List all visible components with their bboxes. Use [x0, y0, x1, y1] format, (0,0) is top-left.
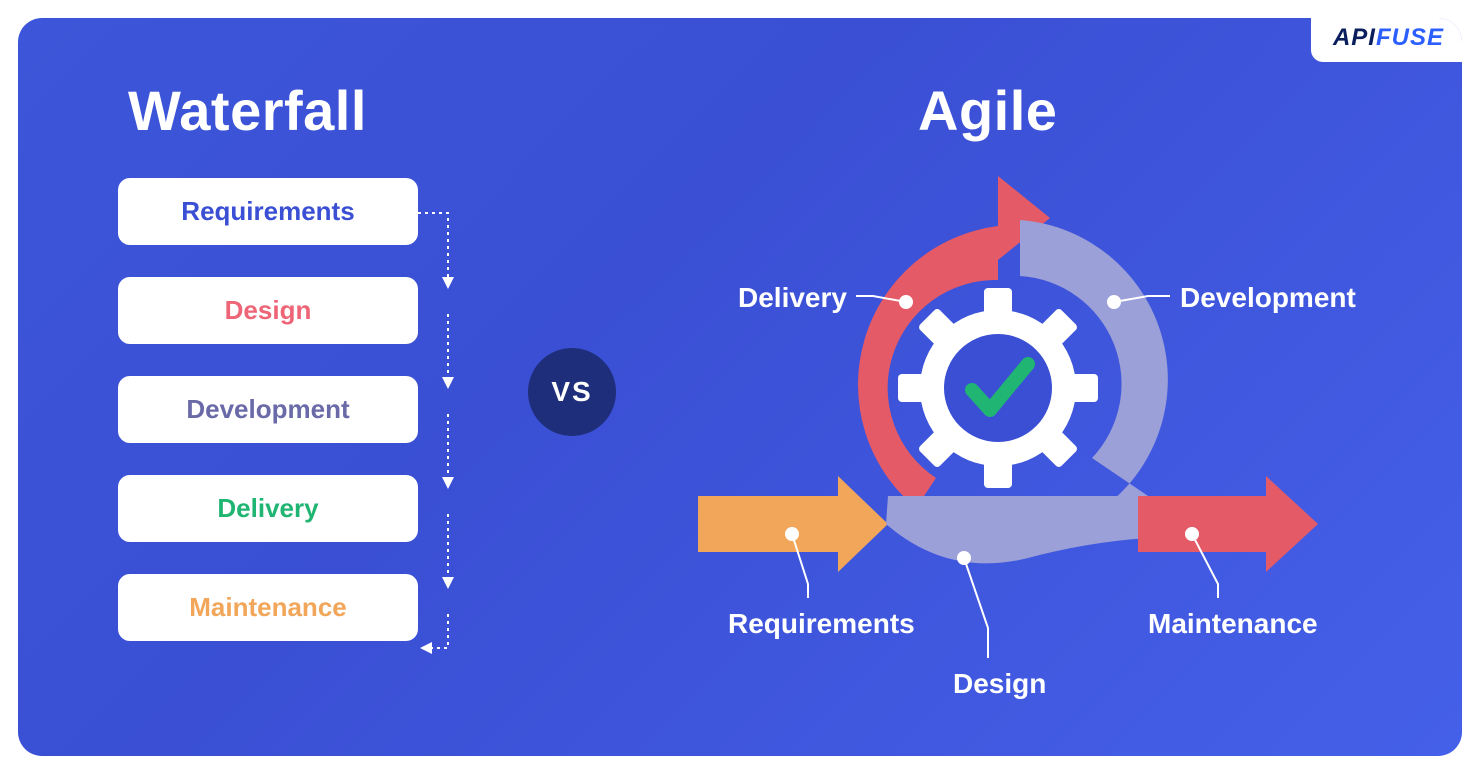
- agile-label-requirements: Requirements: [728, 608, 915, 640]
- agile-label-maintenance: Maintenance: [1148, 608, 1318, 640]
- agile-label-design: Design: [953, 668, 1046, 700]
- exit-arrow-icon: [1138, 476, 1318, 572]
- agile-label-delivery: Delivery: [738, 282, 847, 314]
- infographic-canvas: APIFUSE Waterfall Agile VS Requirements …: [18, 18, 1462, 756]
- agile-label-development: Development: [1180, 282, 1356, 314]
- gear-icon: [898, 288, 1098, 488]
- agile-cycle: [18, 18, 1462, 756]
- entry-arrow-icon: [698, 476, 888, 572]
